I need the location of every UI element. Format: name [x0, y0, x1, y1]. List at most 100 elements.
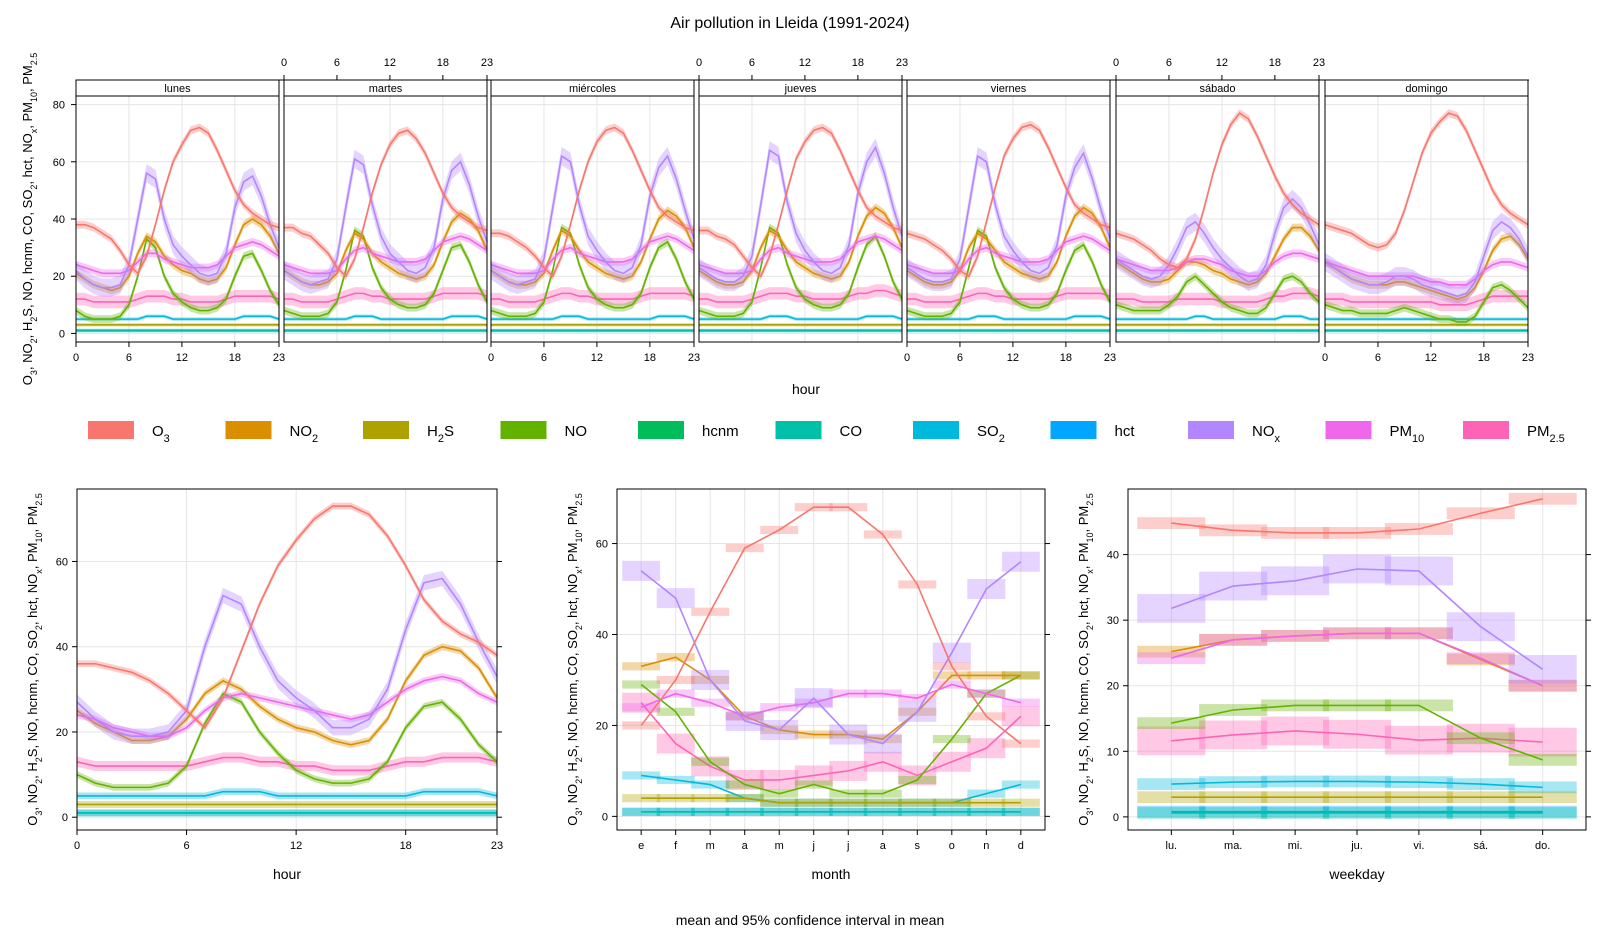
x-tick-label: 23: [491, 840, 503, 852]
series-line-PM10: [1115, 252, 1320, 278]
ci-band-NOx: [1325, 212, 1528, 306]
series-line-PM10: [698, 235, 903, 275]
strip-label: domingo: [1405, 83, 1447, 95]
series-line-PM2.5: [699, 289, 903, 303]
ci-box-NO: [1001, 671, 1040, 680]
x-tick-label: 0: [281, 57, 287, 69]
y-tick-label: 60: [53, 157, 65, 169]
series-line-PM10: [283, 235, 488, 275]
x-tick-label: a: [742, 840, 749, 852]
panel-frame: [906, 95, 1111, 343]
x-tick-label: 18: [1478, 352, 1490, 364]
x-tick-label: 0: [488, 352, 494, 364]
series-line-PM2.5: [76, 756, 498, 772]
x-tick-label: 0: [74, 840, 80, 852]
ci-band-PM10: [1325, 257, 1528, 289]
y-axis-label: O3, NO2, H2S, NO, hcnm, CO, SO2, hct, NO…: [1076, 493, 1095, 825]
x-tick-label: 23: [273, 352, 285, 364]
series-line-NO: [75, 237, 280, 320]
ci-band-PM10: [491, 232, 694, 278]
legend-item-NO: NO: [500, 421, 588, 440]
series-line-SO2: [284, 315, 488, 320]
ci-box-NOx: [622, 560, 661, 581]
panel-frame: [616, 488, 1046, 831]
x-tick-label: sá.: [1473, 840, 1488, 852]
ci-band-PM2.5: [1325, 289, 1528, 312]
x-tick-label: ma.: [1224, 840, 1242, 852]
x-tick-label: do.: [1535, 840, 1550, 852]
x-tick-label: 0: [696, 57, 702, 69]
x-tick-label: a: [880, 840, 887, 852]
x-tick-label: 6: [541, 352, 547, 364]
legend-item-PM10: PM10: [1325, 421, 1424, 445]
series-line-NOx: [1324, 220, 1529, 298]
legend-swatch: [638, 421, 684, 439]
ci-box-CO: [622, 807, 661, 816]
x-tick-label: 12: [290, 840, 302, 852]
y-tick-label: 20: [1107, 681, 1119, 693]
y-tick-label: 40: [1107, 550, 1119, 562]
panel-sábado: sábado 0 6 12 18 23: [1113, 57, 1325, 343]
series-line-NO2: [1115, 226, 1320, 286]
legend-item-NO2: NO2: [225, 421, 318, 445]
x-tick-label: lu.: [1166, 840, 1178, 852]
series-line-PM2.5: [284, 292, 488, 303]
series-line-O3: [1171, 498, 1543, 534]
series-line-PM2.5: [76, 295, 280, 303]
x-axis-label: hour: [792, 381, 820, 397]
series-line-NOx: [906, 151, 1111, 283]
panel-domingo: domingo 0 6 12 18 23: [1322, 79, 1534, 364]
legend-label: H2S: [427, 423, 454, 445]
strip-label: miércoles: [569, 83, 617, 95]
x-tick-label: 23: [1104, 352, 1116, 364]
ci-box-PM10: [1001, 698, 1040, 707]
x-tick-label: 12: [799, 57, 811, 69]
series-line-PM10: [1324, 261, 1529, 286]
x-axis-label: hour: [273, 866, 301, 882]
ci-band-PM10: [76, 237, 279, 278]
legend-swatch: [1463, 421, 1509, 439]
panel-miércoles: miércoles 0 6 12 18 23: [488, 79, 700, 364]
y-tick-label: 0: [62, 812, 68, 824]
legend-item-PM2.5: PM2.5: [1463, 421, 1565, 445]
legend-swatch: [500, 421, 547, 439]
legend-label: NO: [565, 423, 588, 440]
ci-box-SO2: [1001, 780, 1040, 789]
x-tick-label: 23: [481, 57, 493, 69]
series-line-SO2: [1171, 780, 1543, 789]
panel-frame: [1324, 95, 1529, 343]
strip-label: lunes: [164, 83, 191, 95]
x-tick-label: 18: [1269, 57, 1281, 69]
strip-label: sábado: [1199, 83, 1235, 95]
x-tick-label: 6: [184, 840, 190, 852]
series-line-NO: [1171, 704, 1543, 761]
legend-label: SO2: [977, 423, 1005, 445]
y-tick-label: 40: [596, 629, 608, 641]
series-line-O3: [1115, 112, 1320, 269]
panel-frame: [1115, 95, 1320, 343]
ci-band-PM10: [699, 232, 902, 278]
ci-band-NOx: [77, 570, 497, 744]
legend-item-H2S: H2S: [363, 421, 454, 445]
ci-box-NO2: [1001, 671, 1040, 680]
ci-box-PM2.5: [1001, 706, 1040, 727]
legend-item-NOx: NOx: [1188, 421, 1281, 445]
ci-band-NOx: [491, 146, 694, 294]
series-line-O3: [1324, 112, 1529, 249]
y-tick-label: 20: [53, 271, 65, 283]
legend-swatch: [1188, 421, 1234, 439]
x-tick-label: 18: [229, 352, 241, 364]
ci-band-O3: [284, 126, 487, 281]
y-tick-label: 0: [602, 811, 608, 823]
x-tick-label: o: [949, 840, 955, 852]
y-axis-label: O3, NO2, H2S, NO, hcnm, CO, SO2, hct, NO…: [25, 493, 44, 825]
series-line-SO2: [699, 315, 903, 320]
ci-box-O3: [1001, 739, 1040, 748]
series-line-NOx: [640, 561, 1022, 745]
series-line-NOx: [75, 171, 280, 289]
y-tick-label: 40: [53, 214, 65, 226]
series-line-NOx: [1115, 197, 1320, 283]
x-axis-label: weekday: [1328, 866, 1384, 882]
x-tick-label: 0: [1113, 57, 1119, 69]
ci-box-hct: [1001, 807, 1040, 816]
